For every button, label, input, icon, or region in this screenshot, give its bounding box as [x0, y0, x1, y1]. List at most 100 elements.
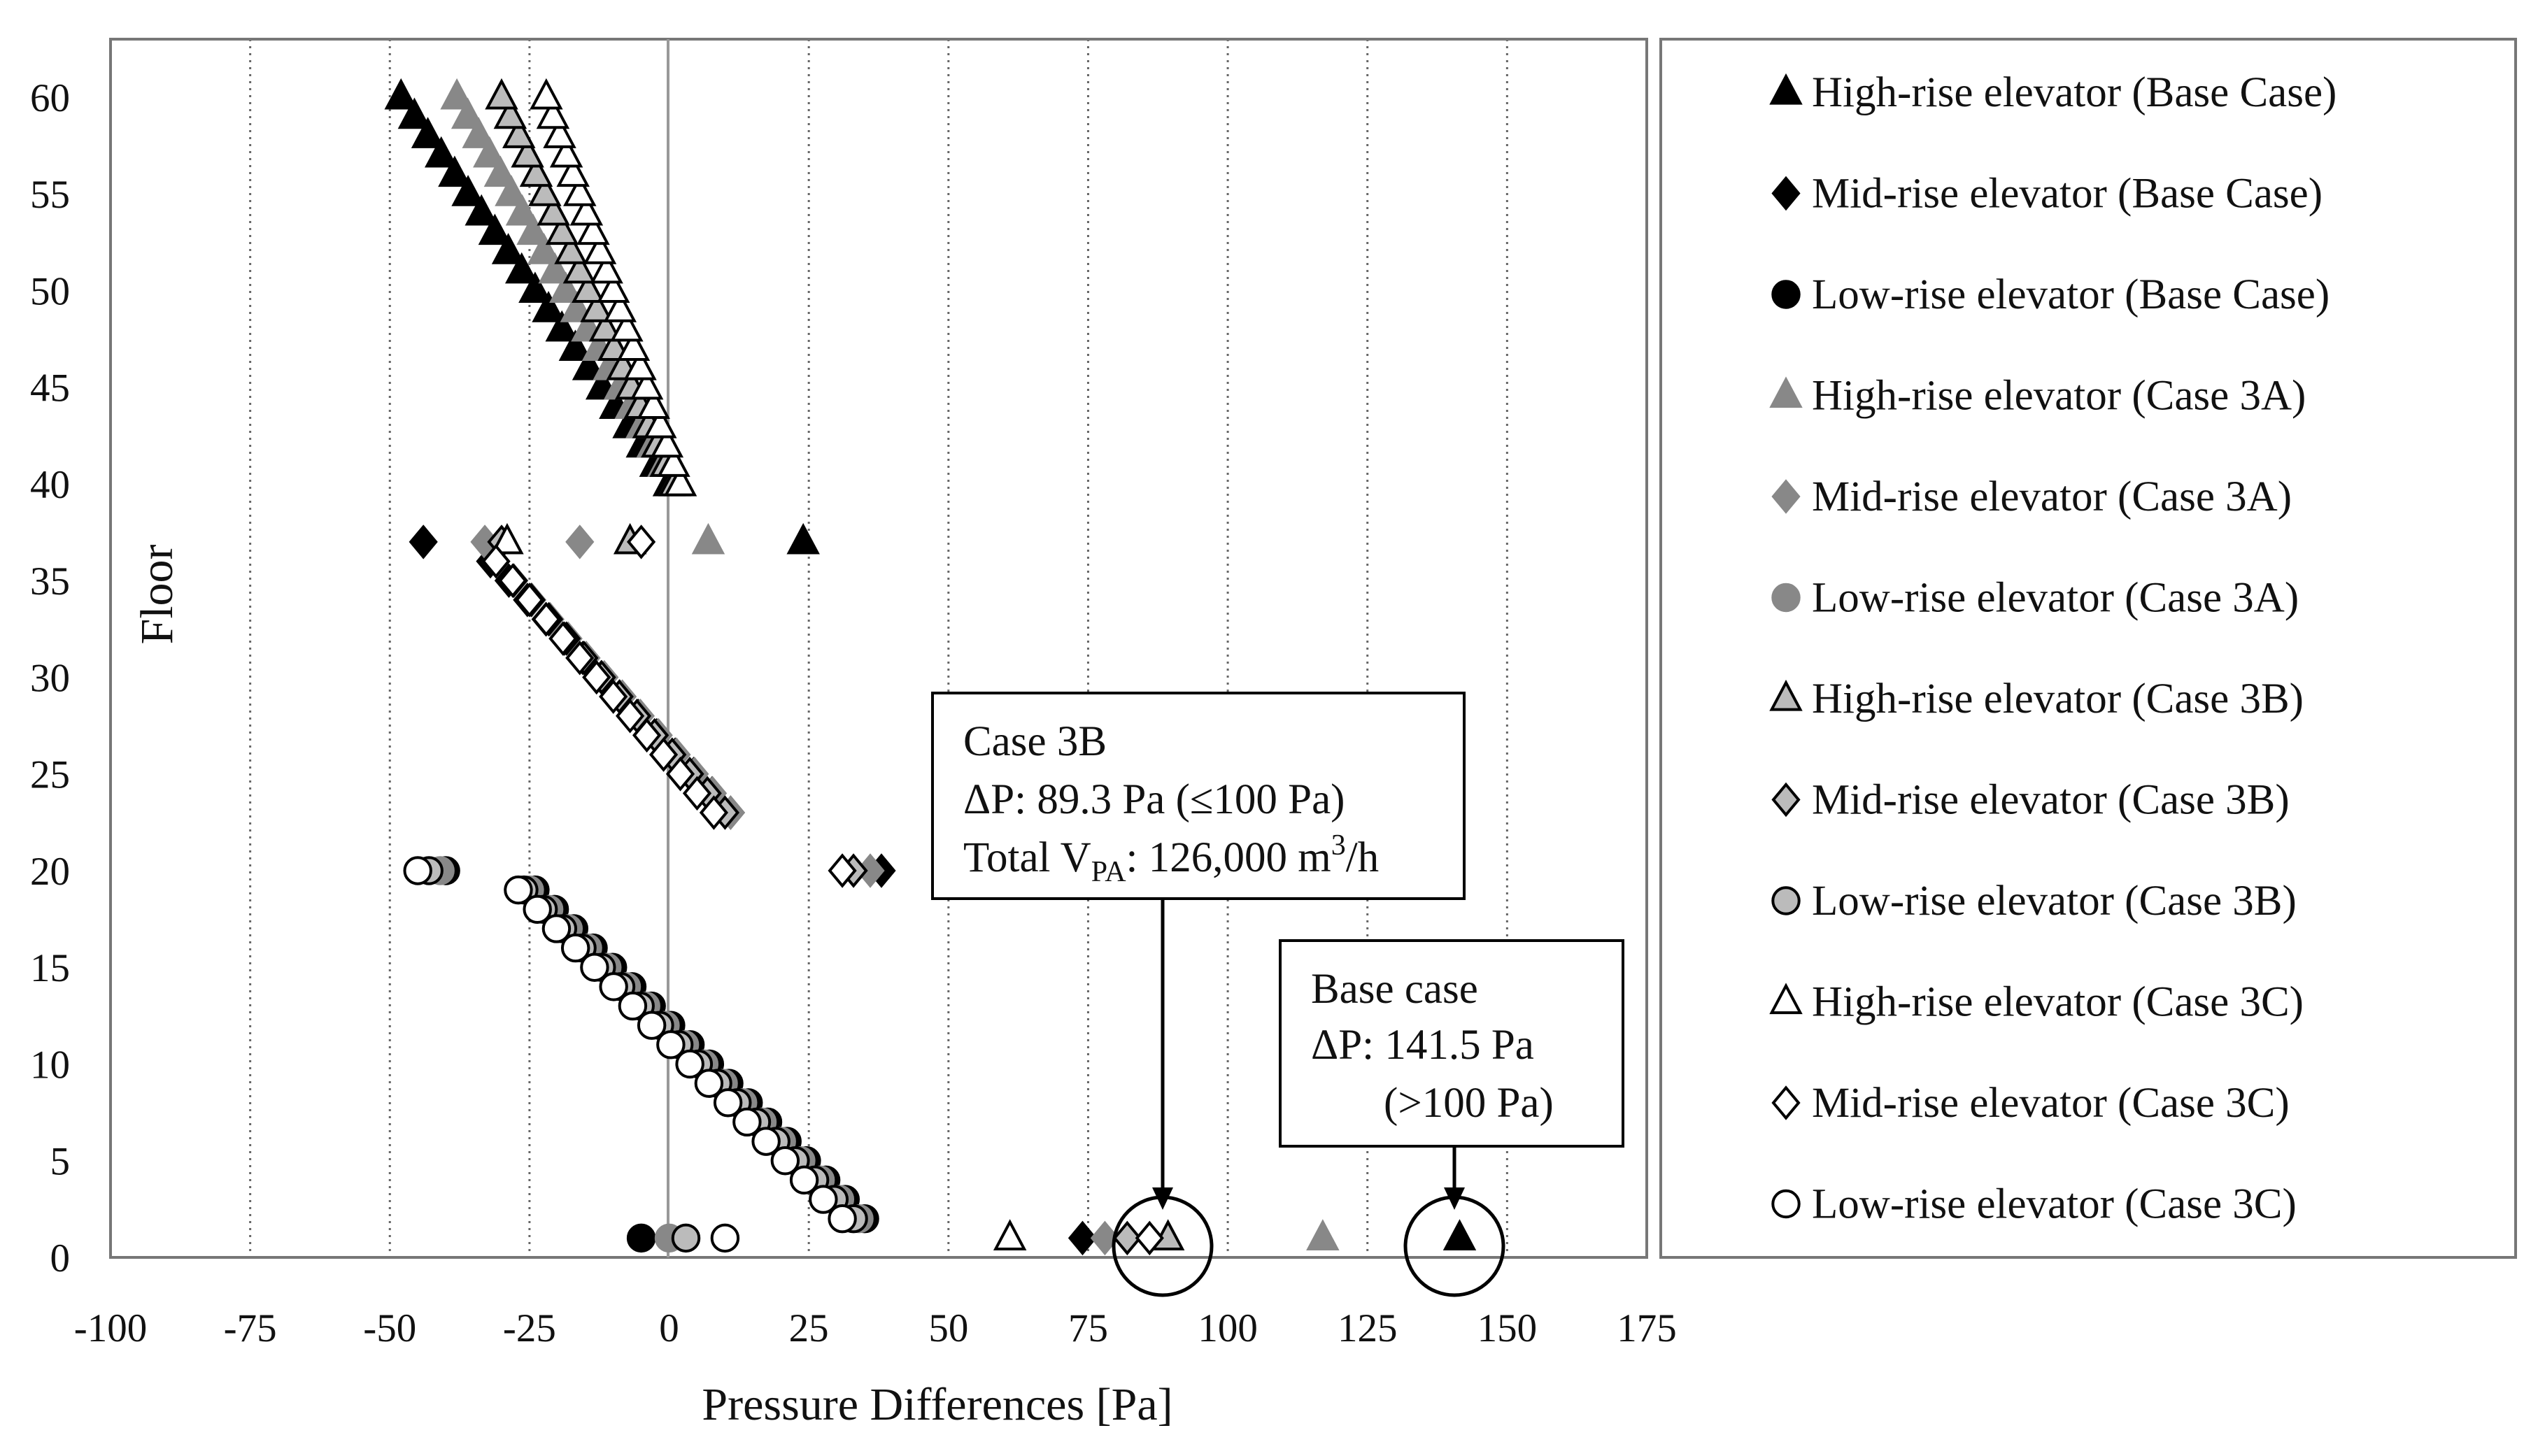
legend-entry: High-rise elevator (Base Case) [1769, 69, 2337, 116]
data-point [603, 291, 637, 322]
data-point [530, 78, 563, 110]
callout-base-case-line2: (>100 Pa) [1384, 1080, 1554, 1127]
data-point [732, 1107, 762, 1137]
data-point [502, 117, 536, 148]
data-point [562, 252, 597, 284]
data-point [425, 136, 458, 168]
data-point [451, 175, 485, 206]
data-point [504, 875, 533, 905]
data-point [665, 757, 695, 792]
data-point [409, 524, 438, 559]
data-point [481, 543, 511, 579]
callout-case-3b-title: Case 3B [963, 718, 1107, 765]
data-point [616, 329, 651, 362]
data-point [632, 718, 662, 753]
data-point [505, 252, 539, 284]
callout-case-3b-line2-value: : 126,000 m [1126, 834, 1331, 881]
data-point [554, 233, 588, 264]
data-point [543, 117, 576, 148]
legend-marker [1771, 1189, 1801, 1219]
legend-label: Mid-rise elevator (Case 3A) [1812, 473, 2292, 520]
data-point [691, 522, 725, 555]
data-point [473, 136, 506, 168]
y-tick-label: 20 [30, 850, 70, 894]
data-point [563, 175, 597, 206]
data-point [536, 97, 570, 129]
legend-label: High-rise elevator (Case 3A) [1812, 373, 2306, 420]
data-point [618, 991, 648, 1021]
data-point [583, 233, 617, 264]
data-point [411, 117, 445, 148]
y-tick-label: 0 [50, 1236, 71, 1280]
data-point [610, 310, 644, 342]
data-point [650, 426, 684, 458]
data-point [644, 406, 677, 438]
data-point [498, 563, 527, 598]
data-point [565, 524, 595, 559]
y-tick-label: 45 [30, 366, 70, 411]
data-point [809, 1185, 838, 1214]
data-point [1442, 1219, 1477, 1250]
data-point [528, 175, 562, 206]
data-point [384, 78, 418, 110]
data-point [523, 894, 552, 925]
callout-case-3b-highlight-circle [1112, 1195, 1214, 1297]
series-10 [490, 78, 1027, 1250]
y-tick-label: 35 [30, 559, 70, 604]
legend-entry: Mid-rise elevator (Case 3B) [1771, 777, 2290, 824]
plot-area-frame [109, 38, 1648, 1259]
series-11 [481, 524, 1164, 1256]
x-tick-label: 100 [1198, 1306, 1258, 1350]
legend-marker [1769, 376, 1803, 408]
data-markers [384, 78, 1477, 1256]
data-point [582, 659, 611, 695]
data-point [1135, 1220, 1164, 1256]
data-point [483, 155, 518, 187]
data-point [637, 387, 670, 419]
legend-label: Low-rise elevator (Case 3B) [1812, 878, 2297, 925]
data-point [462, 117, 495, 148]
data-point [580, 952, 609, 982]
legend-label: Low-rise elevator (Case 3A) [1812, 575, 2299, 622]
y-tick-label: 30 [30, 656, 70, 700]
data-point [599, 679, 628, 714]
legend-marker [1771, 1085, 1801, 1120]
data-point [549, 271, 583, 304]
legend-marker [1769, 73, 1803, 105]
legend-marker [1771, 782, 1801, 818]
x-tick-label: 125 [1338, 1306, 1398, 1350]
data-point [675, 1049, 704, 1079]
data-point [556, 155, 590, 187]
data-point [657, 445, 690, 477]
x-tick-label: -25 [503, 1306, 556, 1350]
data-point [518, 271, 552, 304]
data-point [576, 213, 610, 245]
x-tick-labels: -100 -75 -50 -25 0 25 50 75 100 125 150 175 [74, 1306, 1677, 1350]
legend-label: High-rise elevator (Base Case) [1812, 69, 2337, 116]
data-point [516, 213, 550, 245]
y-tick-labels: 0 5 10 15 20 25 30 35 40 45 50 55 60 [30, 76, 70, 1280]
data-point [549, 136, 583, 168]
data-point [616, 699, 645, 734]
legend-entry: Low-rise elevator (Case 3B) [1771, 878, 2297, 925]
legend-label: Mid-rise elevator (Case 3B) [1812, 777, 2290, 824]
y-tick-label: 60 [30, 76, 70, 120]
data-point [590, 252, 623, 284]
data-point [580, 291, 614, 322]
y-tick-label: 15 [30, 946, 70, 990]
data-point [545, 310, 579, 342]
data-point [527, 233, 561, 264]
data-point [572, 349, 606, 380]
x-tick-label: 0 [659, 1306, 679, 1350]
data-point [572, 271, 605, 304]
x-tick-label: -100 [74, 1306, 147, 1350]
data-point [511, 136, 544, 168]
data-point [545, 213, 579, 245]
legend-entry: High-rise elevator (Case 3B) [1769, 676, 2304, 722]
data-point [1306, 1219, 1340, 1250]
legend-entry: Mid-rise elevator (Case 3A) [1771, 473, 2292, 520]
data-point [440, 78, 474, 110]
legend-marker [1769, 983, 1803, 1015]
data-point [770, 1146, 800, 1176]
